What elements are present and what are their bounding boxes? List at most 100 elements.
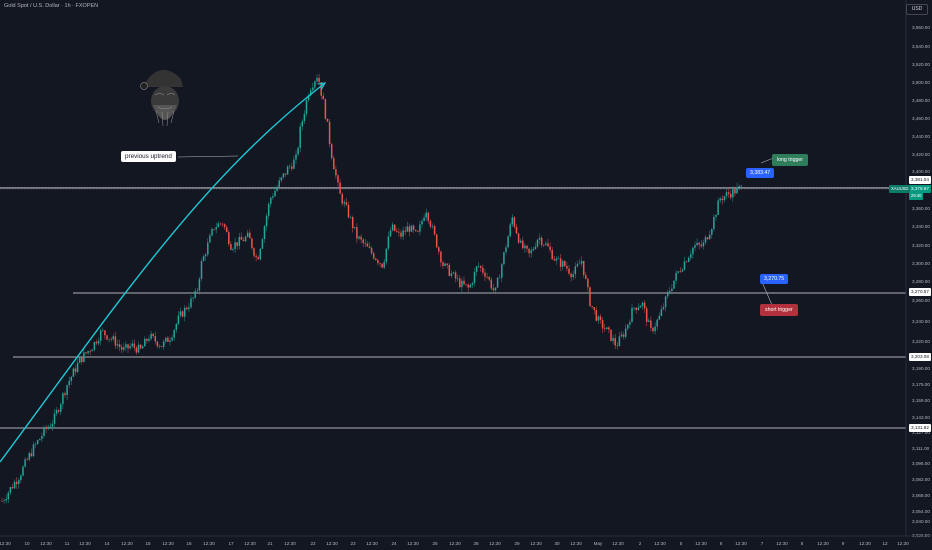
candle-body [144,338,146,347]
candle-body [696,242,698,246]
candle-body [196,290,199,292]
candle-body [635,307,637,310]
price-tick-label: 3,340.00 [912,224,930,229]
short-trigger-label[interactable]: short trigger [760,304,798,316]
price-tick-label: 3,220.00 [912,339,930,344]
price-tick-label: 3,240.00 [912,319,930,324]
candle-body [534,246,537,249]
candle-body [614,338,616,346]
candle-body [734,189,736,194]
candle-body [459,278,461,288]
candle-body [406,226,409,232]
candle-body [522,240,524,249]
candle-body [721,198,724,201]
candle-body [183,307,186,317]
candle-body [679,271,682,272]
candle-body [156,341,159,347]
candle-body [559,258,562,267]
candle-body [223,224,226,228]
candle-body [297,147,299,155]
price-tick-label: 3,420.00 [912,152,930,157]
symbol-tag: XAUUSD [889,185,911,193]
candle-body [557,258,560,259]
candle-body [362,239,364,244]
candle-body [471,283,474,285]
candle-body [431,226,434,227]
candle-body [593,307,595,310]
candle-body [711,229,713,235]
candle-body [194,291,196,298]
symbol-title[interactable]: Gold Spot / U.S. Dollar · 1h · FXOPEN [4,3,99,9]
candle-body [343,202,346,204]
uptrend-arrowhead [317,82,327,91]
candle-body [572,274,574,278]
candle-body [461,280,463,288]
candle-body [347,204,350,218]
candle-body [408,226,411,232]
price-axis[interactable]: 3,560.00 3,540.00 3,520.00 3,500.00 3,480.00… [912,25,930,538]
candle-body [467,284,469,288]
time-tick-label: 14 [104,541,110,546]
candle-body [123,347,125,350]
candle-body [496,277,499,288]
candle-body [652,327,654,332]
candle-body [228,232,230,245]
currency-button[interactable]: USD [906,4,928,15]
time-tick-label: 25 [432,541,438,546]
price-tick-label: 3,175.00 [912,382,930,387]
candle-body [314,81,316,88]
previous-uptrend-label[interactable]: previous uptrend [121,151,176,162]
long-price-callout[interactable]: 3,383.47 [746,168,775,178]
candle-body [404,230,406,232]
candle-body [729,193,732,198]
candle-body [57,410,60,412]
candle-body [509,224,511,237]
candle-body [114,336,117,346]
short-price-callout[interactable]: 3,270.75 [760,274,789,284]
candle-body [540,237,543,245]
candle-body [221,223,224,225]
time-tick-label: 9 [842,541,845,546]
candle-body [244,236,247,242]
candle-body [209,235,211,243]
candle-body [284,173,287,175]
candle-body [486,276,488,278]
candle-body [95,341,98,344]
time-tick-label: 12:30 [570,541,582,546]
candle-body [448,264,451,276]
candle-body [270,197,272,204]
candle-body [566,266,568,269]
candle-body [30,453,33,457]
price-tick-label: 3,054.00 [912,509,930,514]
candle-body [70,376,73,381]
candle-body [543,244,545,246]
candle-body [484,272,486,277]
candle-body [106,335,108,340]
long-trigger-label[interactable]: long trigger [772,154,808,166]
candle-body [664,296,667,308]
time-tick-label: 12 [882,541,888,546]
candle-body [475,266,478,272]
candle-body [402,230,404,237]
candle-body [13,481,16,489]
price-tick-label: 3,560.00 [912,25,930,30]
time-tick-label: 12:30 [121,541,133,546]
candle-body [301,121,304,127]
candle-body [687,257,690,262]
candle-body [383,261,385,268]
price-tick-label: 3,068.00 [912,493,930,498]
candle-body [307,95,310,101]
candle-body [446,263,448,265]
candle-body [324,99,327,119]
candle-body [393,224,396,231]
time-axis[interactable]: 12:30 10 12:30 11 12:30 14 12:30 15 12:30 16 12:30… [0,541,909,546]
candle-body [532,248,535,251]
candle-body [20,475,22,481]
candle-body [494,287,497,291]
candle-body [585,274,587,279]
candle-body [704,237,707,243]
candle-body [736,187,738,194]
candle-body [442,262,444,266]
uptrend-line[interactable] [0,82,326,463]
